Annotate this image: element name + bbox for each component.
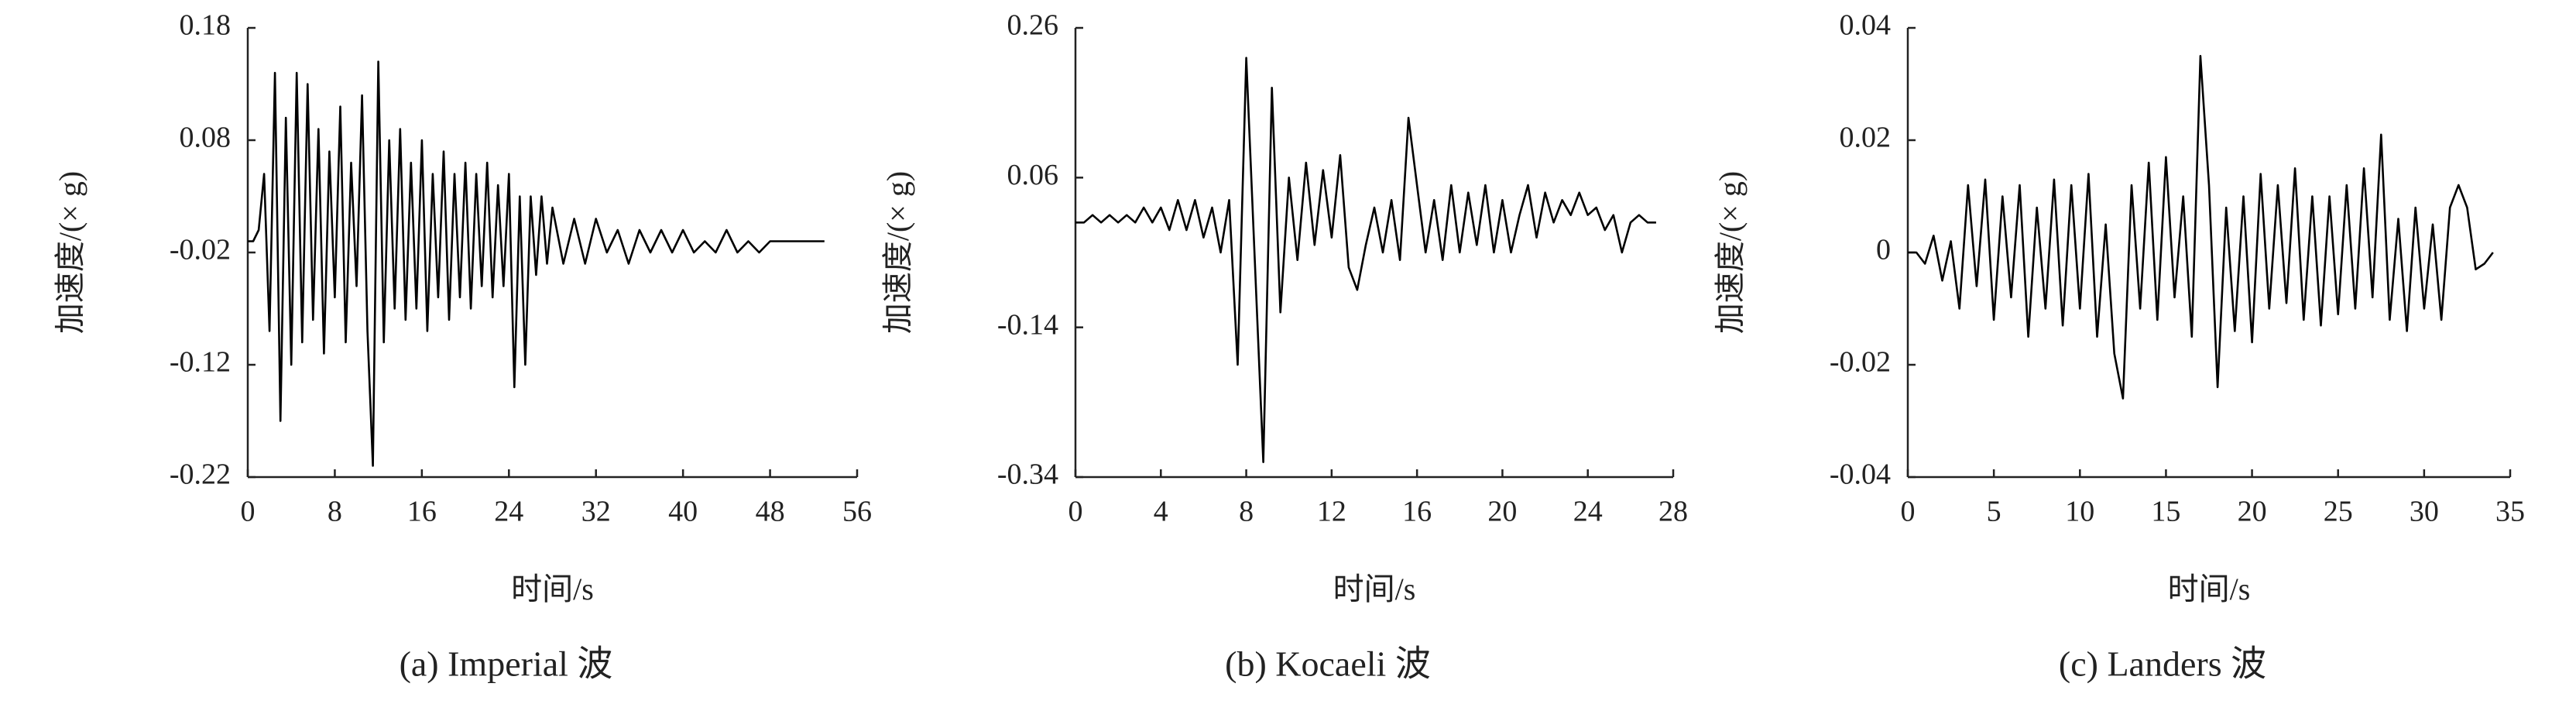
y-tick-label: 0.08 [180, 122, 232, 154]
x-tick-label: 56 [842, 496, 872, 528]
y-tick-label: 0.04 [1840, 9, 1892, 42]
x-tick-label: 4 [1154, 496, 1168, 528]
x-tick-label: 16 [1402, 496, 1432, 528]
x-tick-label: 0 [1901, 496, 1916, 528]
caption: (c) Landers 波 [2059, 644, 2266, 684]
x-tick-label: 48 [756, 496, 785, 528]
y-axis-label: 加速度/(× g) [53, 171, 87, 334]
x-tick-label: 5 [1987, 496, 2001, 528]
y-tick-label: 0.18 [180, 9, 232, 42]
y-tick-label: -0.02 [170, 234, 231, 266]
x-tick-label: 8 [328, 496, 342, 528]
x-tick-label: 0 [241, 496, 256, 528]
signal-line [1075, 57, 1656, 463]
x-axis-label: 时间/s [2168, 572, 2251, 606]
x-tick-label: 30 [2410, 496, 2439, 528]
x-tick-label: 15 [2151, 496, 2180, 528]
x-tick-label: 35 [2495, 496, 2525, 528]
x-tick-label: 24 [1573, 496, 1603, 528]
x-tick-label: 20 [2238, 496, 2267, 528]
x-tick-label: 16 [407, 496, 437, 528]
y-tick-label: 0.02 [1840, 122, 1892, 154]
y-tick-label: -0.22 [170, 458, 231, 491]
x-tick-label: 32 [581, 496, 611, 528]
x-tick-label: 28 [1658, 496, 1688, 528]
x-tick-label: 25 [2324, 496, 2353, 528]
x-tick-label: 10 [2065, 496, 2094, 528]
signal-line [1908, 54, 2494, 400]
signal-line [248, 60, 825, 467]
y-axis-label: 加速度/(× g) [1713, 171, 1748, 334]
y-tick-label: 0 [1876, 234, 1891, 266]
x-tick-label: 8 [1239, 496, 1254, 528]
x-tick-label: 24 [494, 496, 523, 528]
y-tick-label: 0.26 [1007, 9, 1059, 42]
x-axis-label: 时间/s [1333, 572, 1416, 606]
x-axis-label: 时间/s [511, 572, 594, 606]
y-tick-label: -0.12 [170, 346, 231, 379]
y-axis-label: 加速度/(× g) [880, 171, 915, 334]
y-tick-label: 0.06 [1007, 159, 1059, 191]
x-tick-label: 12 [1317, 496, 1346, 528]
x-tick-label: 40 [668, 496, 698, 528]
y-tick-label: -0.04 [1830, 458, 1891, 491]
caption: (a) Imperial 波 [400, 644, 613, 684]
x-tick-label: 20 [1487, 496, 1517, 528]
caption: (b) Kocaeli 波 [1225, 644, 1431, 684]
y-tick-label: -0.34 [997, 458, 1058, 491]
y-tick-label: -0.14 [997, 308, 1058, 341]
y-tick-label: -0.02 [1830, 346, 1891, 379]
x-tick-label: 0 [1068, 496, 1083, 528]
